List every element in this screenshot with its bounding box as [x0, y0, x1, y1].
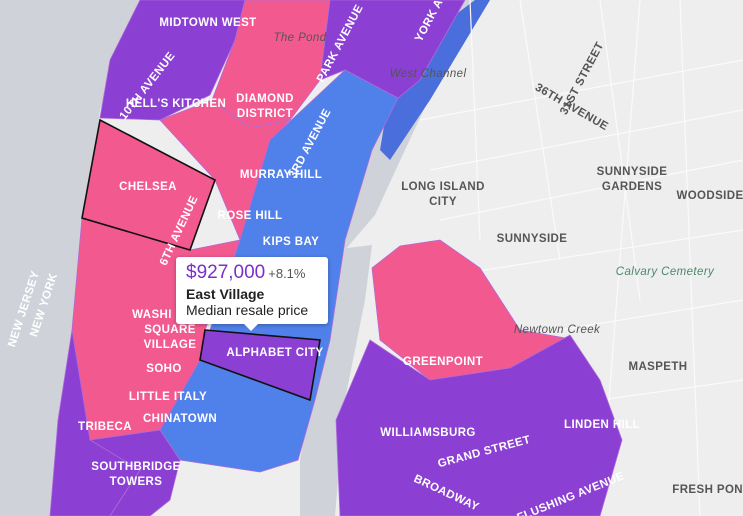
- place-label: DIAMOND: [236, 93, 294, 105]
- place-label: WASHI: [132, 309, 172, 321]
- region[interactable]: [199, 329, 321, 402]
- place-label: CHELSEA: [119, 181, 177, 193]
- place-label: SOUTHBRIDGE: [91, 461, 180, 473]
- place-label: TOWERS: [110, 476, 163, 488]
- place-label: CITY: [429, 196, 457, 208]
- place-label: DISTRICT: [237, 108, 293, 120]
- price: $927,000: [186, 262, 266, 283]
- place-label: WILLIAMSBURG: [380, 427, 476, 439]
- place-label: Newtown Creek: [514, 324, 601, 336]
- region[interactable]: [81, 118, 216, 251]
- place-label: KIPS BAY: [263, 236, 319, 248]
- streets: [419, 0, 743, 516]
- place-label: VILLAGE: [144, 339, 197, 351]
- place-label: MURRAY HILL: [240, 169, 322, 181]
- tooltip-headline: $927,000 +8.1%: [186, 262, 318, 284]
- place-label: LINDEN HILL: [564, 419, 640, 431]
- place-label: MIDTOWN WEST: [159, 17, 256, 29]
- region[interactable]: [371, 239, 567, 381]
- place-label: WOODSIDE: [676, 190, 743, 202]
- place-label: HELL'S KITCHEN: [126, 98, 226, 110]
- place-label: SUNNYSIDE: [597, 166, 668, 178]
- place-label: LONG ISLAND: [401, 181, 485, 193]
- region[interactable]: [88, 429, 181, 516]
- place-label: West Channel: [390, 68, 467, 80]
- place-label: The Pond: [273, 32, 326, 44]
- place-label: ROSE HILL: [218, 210, 283, 222]
- place-label: CHINATOWN: [143, 413, 217, 425]
- neighborhood: East Village: [186, 286, 265, 302]
- neighborhoods[interactable]: [49, 0, 623, 516]
- place-label: TRIBECA: [78, 421, 132, 433]
- place-label: GREENPOINT: [403, 356, 483, 368]
- place-label: ALPHABET CITY: [226, 347, 323, 359]
- metric: Median resale price: [186, 302, 309, 318]
- tooltip: $927,000 +8.1% East Village Median resale…: [176, 257, 328, 331]
- place-label: Calvary Cemetery: [616, 266, 715, 278]
- place-label: MASPETH: [628, 361, 687, 373]
- place-label: SOHO: [146, 363, 181, 375]
- place-label: FRESH POND: [672, 484, 743, 496]
- place-label: LITTLE ITALY: [129, 391, 207, 403]
- region[interactable]: [335, 334, 623, 516]
- place-label: SQUARE: [144, 324, 196, 336]
- place-label: GARDENS: [602, 181, 662, 193]
- place-label: SUNNYSIDE: [497, 233, 568, 245]
- region[interactable]: [159, 99, 292, 242]
- change: +8.1%: [268, 266, 306, 281]
